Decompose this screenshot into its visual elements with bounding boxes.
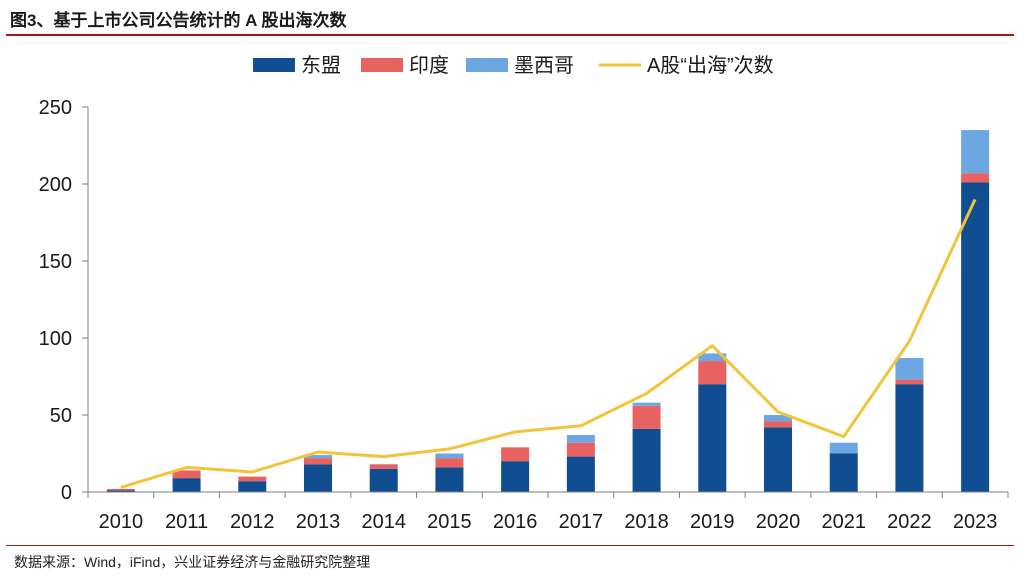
bar-segment (566, 435, 595, 443)
bar-segment (106, 490, 135, 492)
title-divider (6, 34, 1014, 36)
bar-segment (369, 464, 398, 469)
x-tick-label: 2011 (165, 511, 208, 533)
source-note: 数据来源：Wind，iFind，兴业证券经济与金融研究院整理 (14, 554, 371, 570)
bar-segment (895, 358, 924, 380)
x-tick-label: 2021 (821, 511, 866, 533)
legend-item: 墨西哥 (466, 55, 574, 77)
x-axis: 2010 2011 2012 2013 2014 2015 2016 2017 2018 2019… (87, 491, 1009, 533)
x-tick-label: 2014 (361, 511, 406, 533)
bar-segment (698, 384, 727, 492)
bar-segment (435, 453, 464, 459)
x-tick-label: 2020 (756, 511, 801, 533)
bar-segment (764, 421, 792, 428)
legend-item: A股“出海”次数 (599, 54, 774, 77)
legend-swatch (361, 58, 403, 72)
x-tick-label: 2012 (230, 511, 275, 533)
legend-item: 东盟 (253, 54, 341, 77)
bar-segment (698, 361, 727, 385)
x-tick-label: 2017 (559, 511, 604, 533)
bar-segment (829, 442, 858, 454)
x-tick-label: 2010 (99, 511, 144, 533)
y-tick-label: 200 (39, 174, 72, 196)
bar-segment (961, 182, 990, 492)
x-tick-label: 2013 (296, 511, 341, 533)
x-tick-label: 2019 (690, 511, 735, 533)
y-tick-label: 150 (39, 251, 72, 273)
bar-segment (764, 415, 792, 422)
bar-segment (304, 458, 332, 465)
x-tick-label: 2015 (427, 511, 472, 533)
bar-segment (501, 461, 530, 492)
bar-segment (632, 428, 661, 492)
x-tick-label: 2022 (887, 511, 932, 533)
legend-label: A股“出海”次数 (647, 54, 774, 77)
x-tick-label: 2016 (493, 511, 538, 533)
source-divider (6, 545, 1014, 546)
bar-segment (238, 476, 267, 482)
legend-swatch (466, 58, 508, 72)
bar-segment (304, 464, 332, 492)
bar-segment (895, 379, 924, 385)
bar-segment (632, 402, 661, 406)
legend: 东盟 印度 墨西哥 A股“出海”次数 (253, 54, 774, 77)
bar-segment (566, 442, 595, 457)
legend-label: 印度 (409, 54, 449, 77)
legend-label: 墨西哥 (514, 55, 574, 77)
x-tick-label: 2018 (624, 511, 669, 533)
bar-segment (764, 427, 792, 492)
bar-segment (698, 353, 727, 362)
bar-segment (895, 384, 924, 492)
bar-segment (829, 453, 858, 492)
bar-segment (304, 455, 332, 459)
bar-segment (961, 130, 990, 174)
bar-segment (106, 488, 135, 491)
legend-label: 东盟 (301, 54, 341, 77)
y-tick-label: 250 (39, 97, 72, 119)
bar-segment (238, 481, 267, 492)
legend-item: 印度 (361, 54, 449, 77)
bar-segment (501, 447, 530, 462)
bar-segment (369, 468, 398, 492)
stacked-bar-line-chart: 东盟 印度 墨西哥 A股“出海”次数 0 50 100 150 200 250 2010 2011… (39, 54, 1009, 533)
line-series (120, 198, 977, 489)
bars (106, 130, 990, 492)
bar-segment (435, 458, 464, 468)
y-tick-label: 100 (39, 328, 72, 350)
chart-title: 图3、基于上市公司公告统计的 A 股出海次数 (10, 11, 347, 30)
y-axis: 0 50 100 150 200 250 (39, 97, 89, 504)
line-path (120, 198, 977, 489)
y-tick-label: 50 (50, 405, 72, 427)
legend-swatch (253, 58, 295, 72)
bar-segment (566, 456, 595, 492)
x-tick-label: 2023 (953, 511, 998, 533)
bar-segment (632, 405, 661, 429)
y-tick-label: 0 (61, 482, 72, 504)
bar-segment (961, 173, 990, 183)
bar-segment (172, 478, 201, 492)
bar-segment (435, 467, 464, 492)
bar-segment (172, 470, 201, 479)
